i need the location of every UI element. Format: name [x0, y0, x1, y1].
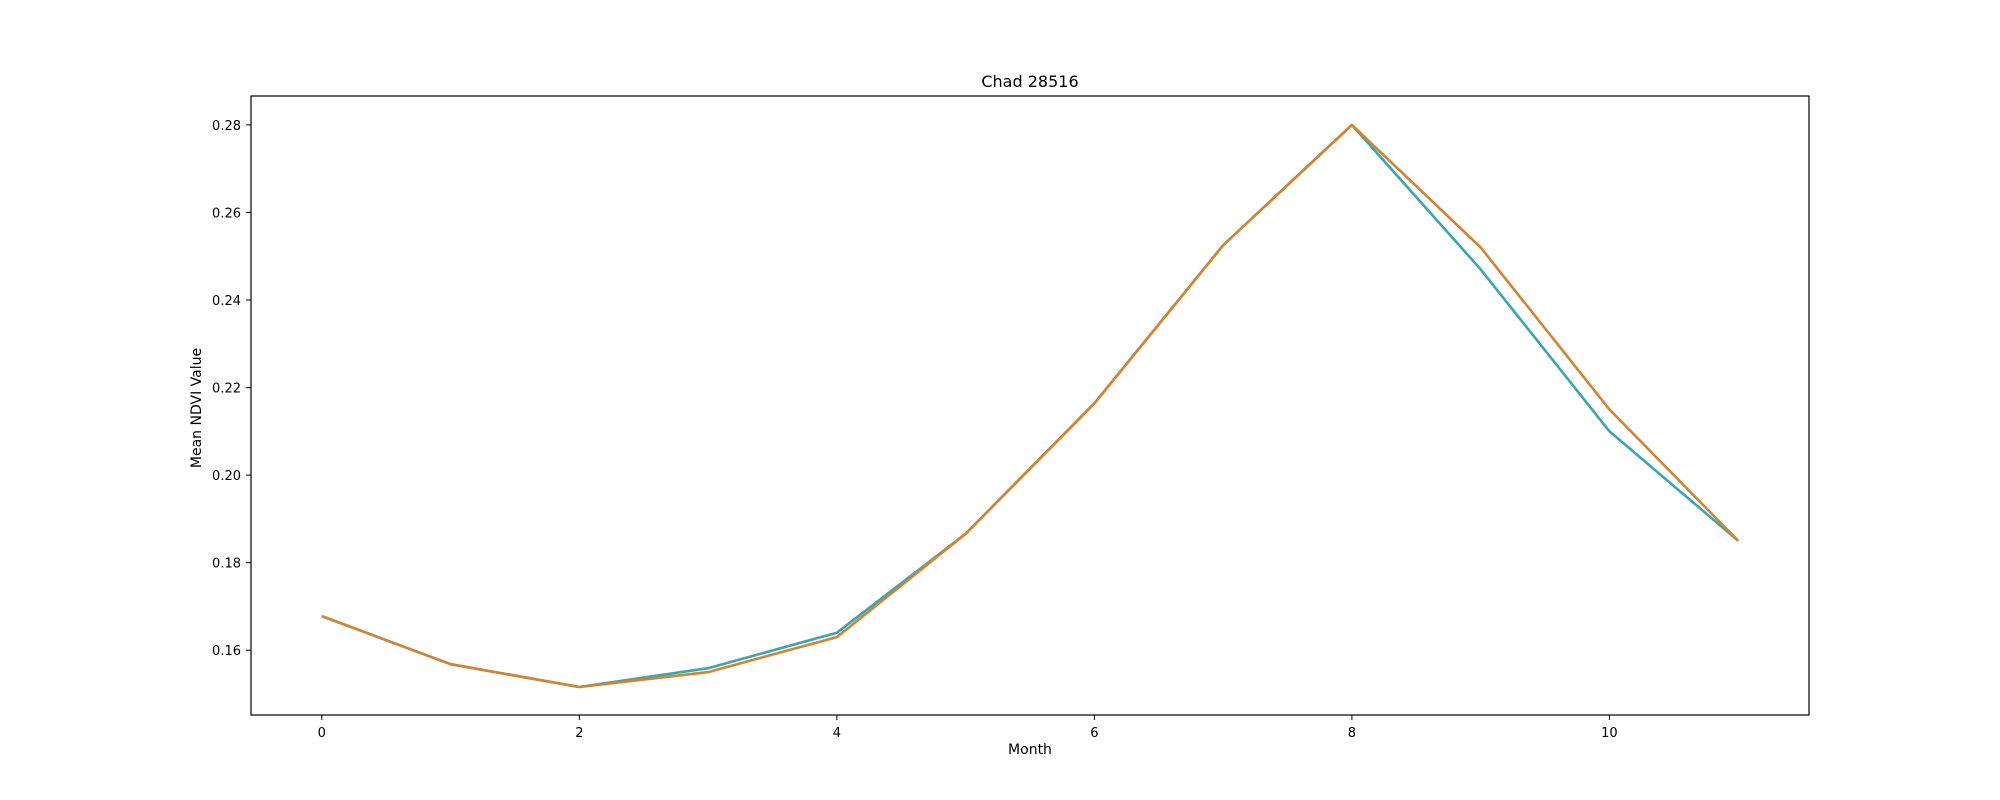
y-axis-label: Mean NDVI Value	[189, 348, 205, 468]
x-tick-label: 4	[833, 726, 841, 741]
x-tick-label: 6	[1090, 726, 1098, 741]
y-tick-label: 0.18	[212, 557, 241, 572]
axes-frame	[250, 95, 1810, 716]
y-tick-label: 0.22	[212, 382, 241, 397]
y-tick-label: 0.16	[212, 644, 241, 659]
series-line-2	[321, 123, 1740, 689]
y-tick-label: 0.20	[212, 469, 241, 484]
x-tick-label: 10	[1601, 726, 1618, 741]
plot-area: 0 2 4 6 8 10 0.16 0.18 0.20 0.22 0.24 0.26 0.28	[212, 95, 1810, 741]
x-tick-label: 0	[318, 726, 326, 741]
x-tick-label: 2	[575, 726, 583, 741]
y-tick-label: 0.26	[212, 206, 241, 221]
x-axis-label: Month	[1008, 742, 1052, 758]
chart-title: Chad 28516	[981, 72, 1078, 91]
x-tick-label: 8	[1348, 726, 1356, 741]
y-tick-label: 0.28	[212, 119, 241, 134]
y-tick-label: 0.24	[212, 294, 241, 309]
